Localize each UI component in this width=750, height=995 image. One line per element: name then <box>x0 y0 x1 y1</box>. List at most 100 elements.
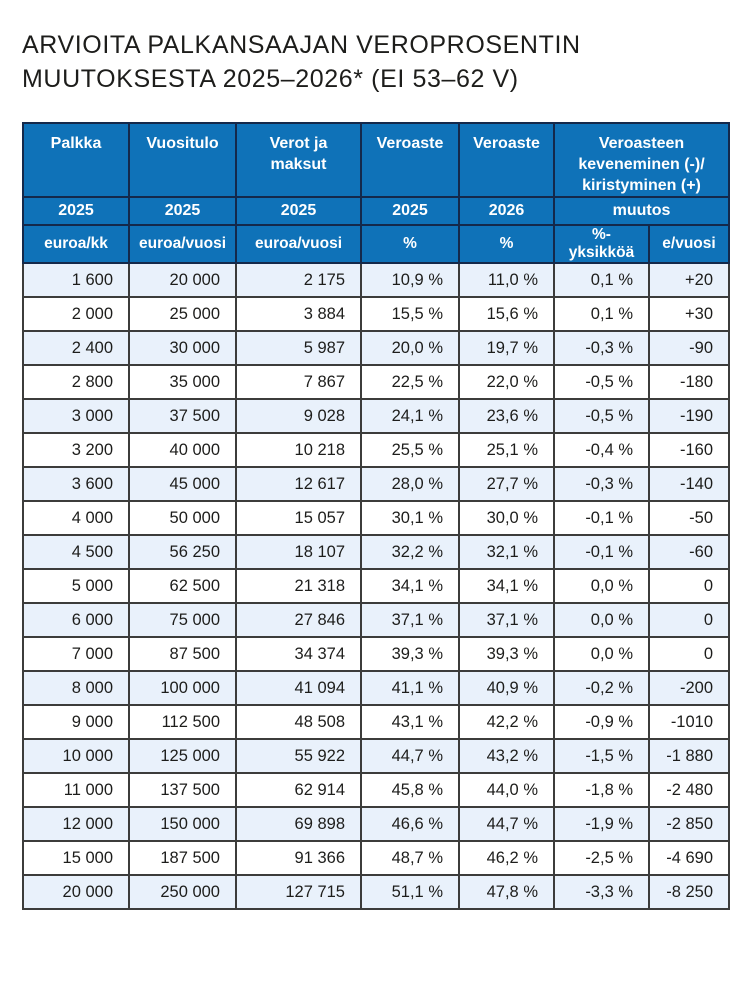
col-header-veroaste-2025: Veroaste <box>360 122 460 198</box>
table-cell: 12 617 <box>235 466 362 502</box>
table-cell: 34,1 % <box>458 568 555 604</box>
table-cell: 28,0 % <box>360 466 460 502</box>
table-row: 2 800 35 000 7 867 22,5 % 22,0 % -0,5 % -180 <box>22 364 731 400</box>
table-cell: 0,0 % <box>553 636 650 672</box>
table-cell: 4 000 <box>22 500 130 536</box>
table-cell: -1010 <box>647 704 731 740</box>
table-cell: 11 000 <box>22 772 130 808</box>
table-cell: 125 000 <box>128 738 237 774</box>
table-cell: 20,0 % <box>360 330 460 366</box>
year-vuositulo: 2025 <box>128 196 237 226</box>
table-cell: 39,3 % <box>458 636 555 672</box>
table-cell: -4 690 <box>647 840 731 876</box>
table-cell: 45 000 <box>128 466 237 502</box>
year-palkka: 2025 <box>22 196 130 226</box>
table-cell: 11,0 % <box>458 262 555 298</box>
page-title: ARVIOITA PALKANSAAJAN VEROPROSENTIN MUUT… <box>22 28 728 96</box>
table-cell: +20 <box>647 262 731 298</box>
table-cell: -50 <box>647 500 731 536</box>
table-header: Palkka Vuositulo Verot ja maksut Veroast… <box>22 122 731 264</box>
table-cell: 9 000 <box>22 704 130 740</box>
table-cell: 32,1 % <box>458 534 555 570</box>
table-row: 4 500 56 250 18 107 32,2 % 32,1 % -0,1 % -60 <box>22 534 731 570</box>
table-cell: -0,3 % <box>553 466 650 502</box>
table-row: 10 000 125 000 55 922 44,7 % 43,2 % -1,5 % -1 … <box>22 738 731 774</box>
table-cell: 62 500 <box>128 568 237 604</box>
table-cell: -0,3 % <box>553 330 650 366</box>
table-cell: -0,1 % <box>553 500 650 536</box>
table-cell: -0,2 % <box>553 670 650 706</box>
table-cell: -60 <box>647 534 731 570</box>
table-cell: 27 846 <box>235 602 362 638</box>
header-row-titles: Palkka Vuositulo Verot ja maksut Veroast… <box>22 122 731 198</box>
table-row: 8 000 100 000 41 094 41,1 % 40,9 % -0,2 % -200 <box>22 670 731 706</box>
page-title-line-1: ARVIOITA PALKANSAAJAN VEROPROSENTIN <box>22 31 581 59</box>
table-cell: -200 <box>647 670 731 706</box>
table-cell: 35 000 <box>128 364 237 400</box>
page: ARVIOITA PALKANSAAJAN VEROPROSENTIN MUUT… <box>22 28 731 910</box>
table-cell: 0,0 % <box>553 602 650 638</box>
table-cell: 10,9 % <box>360 262 460 298</box>
table-cell: 50 000 <box>128 500 237 536</box>
table-cell: 44,7 % <box>458 806 555 842</box>
table-row: 15 000 187 500 91 366 48,7 % 46,2 % -2,5 % -4 … <box>22 840 731 876</box>
table-cell: 48 508 <box>235 704 362 740</box>
table-cell: 46,2 % <box>458 840 555 876</box>
table-cell: 30,1 % <box>360 500 460 536</box>
table-cell: 91 366 <box>235 840 362 876</box>
table-cell: 15,5 % <box>360 296 460 332</box>
table-cell: 69 898 <box>235 806 362 842</box>
table-cell: -2 480 <box>647 772 731 808</box>
table-cell: 10 218 <box>235 432 362 468</box>
table-cell: 30,0 % <box>458 500 555 536</box>
table-cell: -0,9 % <box>553 704 650 740</box>
table-cell: 34,1 % <box>360 568 460 604</box>
unit-veroaste-2026: % <box>458 224 555 264</box>
table-cell: 3 600 <box>22 466 130 502</box>
table-row: 6 000 75 000 27 846 37,1 % 37,1 % 0,0 % 0 <box>22 602 731 638</box>
unit-palkka: euroa/kk <box>22 224 130 264</box>
table-cell: -1,5 % <box>553 738 650 774</box>
table-cell: 112 500 <box>128 704 237 740</box>
table-row: 7 000 87 500 34 374 39,3 % 39,3 % 0,0 % 0 <box>22 636 731 672</box>
unit-veroaste-2025: % <box>360 224 460 264</box>
table-cell: 18 107 <box>235 534 362 570</box>
table-cell: 87 500 <box>128 636 237 672</box>
table-cell: 15,6 % <box>458 296 555 332</box>
table-cell: 2 400 <box>22 330 130 366</box>
table-cell: 6 000 <box>22 602 130 638</box>
table-cell: 8 000 <box>22 670 130 706</box>
table-cell: 30 000 <box>128 330 237 366</box>
table-cell: 5 987 <box>235 330 362 366</box>
year-veroaste-2026: 2026 <box>458 196 555 226</box>
table-cell: 4 500 <box>22 534 130 570</box>
year-veroaste-2025: 2025 <box>360 196 460 226</box>
table-cell: 21 318 <box>235 568 362 604</box>
table-row: 3 000 37 500 9 028 24,1 % 23,6 % -0,5 % -190 <box>22 398 731 434</box>
table-cell: 0 <box>647 568 731 604</box>
table-cell: 39,3 % <box>360 636 460 672</box>
table-cell: 0 <box>647 636 731 672</box>
table-cell: 75 000 <box>128 602 237 638</box>
table-cell: -2 850 <box>647 806 731 842</box>
table-row: 12 000 150 000 69 898 46,6 % 44,7 % -1,9 % -2 … <box>22 806 731 842</box>
table-cell: 15 000 <box>22 840 130 876</box>
table-body: 1 600 20 000 2 175 10,9 % 11,0 % 0,1 % +20 2 00… <box>22 262 731 910</box>
table-cell: 45,8 % <box>360 772 460 808</box>
table-cell: 22,0 % <box>458 364 555 400</box>
table-cell: -1 880 <box>647 738 731 774</box>
col-header-palkka: Palkka <box>22 122 130 198</box>
table-cell: 47,8 % <box>458 874 555 910</box>
table-cell: 15 057 <box>235 500 362 536</box>
col-header-veroaste-2026: Veroaste <box>458 122 555 198</box>
table-cell: 150 000 <box>128 806 237 842</box>
table-row: 4 000 50 000 15 057 30,1 % 30,0 % -0,1 % -50 <box>22 500 731 536</box>
table-cell: 12 000 <box>22 806 130 842</box>
table-row: 20 000 250 000 127 715 51,1 % 47,8 % -3,3 % -8… <box>22 874 731 910</box>
table-row: 3 600 45 000 12 617 28,0 % 27,7 % -0,3 % -140 <box>22 466 731 502</box>
table-cell: 40 000 <box>128 432 237 468</box>
table-cell: 0,0 % <box>553 568 650 604</box>
table-cell: 0 <box>647 602 731 638</box>
year-verot-ja-maksut: 2025 <box>235 196 362 226</box>
table-cell: 46,6 % <box>360 806 460 842</box>
